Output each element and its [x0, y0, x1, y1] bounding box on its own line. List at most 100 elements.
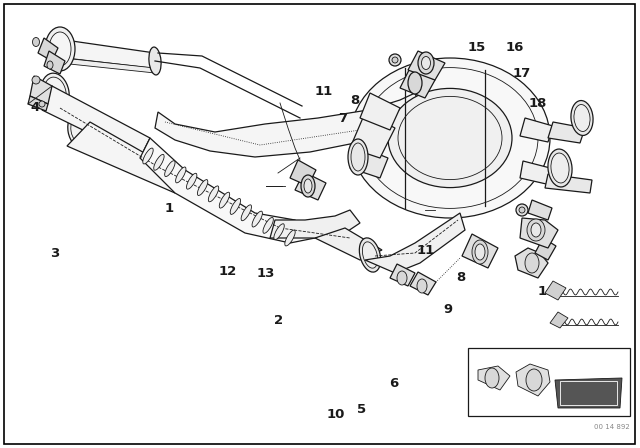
- Ellipse shape: [39, 101, 45, 107]
- Ellipse shape: [485, 368, 499, 388]
- Ellipse shape: [388, 88, 512, 188]
- Ellipse shape: [220, 192, 230, 208]
- Polygon shape: [290, 160, 316, 186]
- Ellipse shape: [527, 219, 545, 241]
- Polygon shape: [60, 58, 155, 73]
- Ellipse shape: [397, 271, 407, 285]
- Text: 13: 13: [257, 267, 275, 280]
- Ellipse shape: [408, 72, 422, 94]
- Ellipse shape: [149, 47, 161, 75]
- Polygon shape: [545, 174, 592, 193]
- Polygon shape: [405, 116, 435, 140]
- Polygon shape: [365, 213, 465, 273]
- Ellipse shape: [71, 116, 89, 144]
- Ellipse shape: [44, 77, 66, 109]
- Ellipse shape: [392, 57, 398, 63]
- Ellipse shape: [263, 217, 273, 233]
- Ellipse shape: [47, 61, 53, 69]
- Text: 15: 15: [468, 40, 486, 54]
- Ellipse shape: [531, 223, 541, 237]
- Polygon shape: [478, 366, 510, 390]
- Polygon shape: [30, 76, 52, 104]
- Polygon shape: [270, 210, 360, 238]
- Polygon shape: [462, 234, 498, 268]
- Ellipse shape: [285, 230, 295, 246]
- Ellipse shape: [164, 161, 175, 177]
- Polygon shape: [315, 228, 382, 260]
- Polygon shape: [65, 40, 155, 68]
- Text: 6: 6: [389, 376, 398, 390]
- Polygon shape: [516, 364, 550, 396]
- Text: 12: 12: [218, 264, 236, 278]
- Text: 11: 11: [417, 244, 435, 258]
- Text: 16: 16: [506, 40, 524, 54]
- Polygon shape: [548, 122, 585, 143]
- Polygon shape: [38, 38, 58, 61]
- Text: 2: 2: [274, 314, 283, 327]
- Ellipse shape: [241, 205, 252, 221]
- Polygon shape: [408, 51, 445, 80]
- Text: 18: 18: [529, 96, 547, 110]
- Ellipse shape: [348, 139, 368, 175]
- Polygon shape: [350, 146, 388, 178]
- Polygon shape: [520, 218, 558, 248]
- Polygon shape: [155, 93, 420, 157]
- Text: 9: 9: [444, 302, 452, 316]
- Polygon shape: [550, 312, 568, 328]
- Ellipse shape: [252, 211, 262, 227]
- Text: 5: 5: [357, 403, 366, 417]
- Polygon shape: [67, 122, 183, 193]
- Text: 8: 8: [351, 94, 360, 108]
- Bar: [468, 348, 630, 416]
- Ellipse shape: [32, 76, 40, 84]
- Text: 11: 11: [314, 85, 332, 99]
- Text: 1: 1: [165, 202, 174, 215]
- Ellipse shape: [519, 207, 525, 213]
- Ellipse shape: [186, 173, 197, 189]
- Text: 3: 3: [50, 246, 59, 260]
- Ellipse shape: [350, 58, 550, 218]
- Polygon shape: [295, 172, 326, 200]
- Ellipse shape: [304, 179, 312, 193]
- Ellipse shape: [49, 32, 71, 66]
- Ellipse shape: [551, 153, 569, 183]
- Ellipse shape: [422, 56, 431, 69]
- Text: 10: 10: [327, 408, 345, 421]
- Polygon shape: [535, 238, 556, 260]
- Ellipse shape: [209, 186, 219, 202]
- Text: 00 14 892: 00 14 892: [595, 424, 630, 430]
- Polygon shape: [28, 96, 48, 111]
- Polygon shape: [528, 200, 552, 220]
- Text: 8: 8: [456, 271, 465, 284]
- Ellipse shape: [68, 112, 92, 148]
- Polygon shape: [140, 138, 315, 243]
- Ellipse shape: [475, 244, 485, 260]
- Ellipse shape: [526, 369, 542, 391]
- Ellipse shape: [417, 279, 427, 293]
- Ellipse shape: [301, 175, 315, 197]
- Polygon shape: [520, 118, 553, 142]
- Ellipse shape: [274, 224, 284, 240]
- Polygon shape: [410, 272, 436, 295]
- Ellipse shape: [472, 240, 488, 264]
- Polygon shape: [350, 113, 395, 158]
- Ellipse shape: [525, 253, 539, 273]
- Ellipse shape: [418, 52, 434, 74]
- Ellipse shape: [41, 73, 69, 113]
- Text: 14: 14: [538, 284, 556, 298]
- Polygon shape: [555, 378, 622, 408]
- Ellipse shape: [389, 54, 401, 66]
- Polygon shape: [400, 68, 435, 98]
- Polygon shape: [515, 248, 548, 278]
- Ellipse shape: [571, 100, 593, 135]
- Ellipse shape: [359, 238, 381, 272]
- Polygon shape: [44, 51, 65, 74]
- Ellipse shape: [548, 149, 572, 187]
- Ellipse shape: [362, 242, 378, 268]
- Ellipse shape: [154, 155, 164, 170]
- Ellipse shape: [143, 148, 153, 164]
- Ellipse shape: [574, 104, 590, 131]
- Polygon shape: [545, 281, 566, 300]
- Ellipse shape: [45, 27, 75, 71]
- Ellipse shape: [33, 38, 40, 47]
